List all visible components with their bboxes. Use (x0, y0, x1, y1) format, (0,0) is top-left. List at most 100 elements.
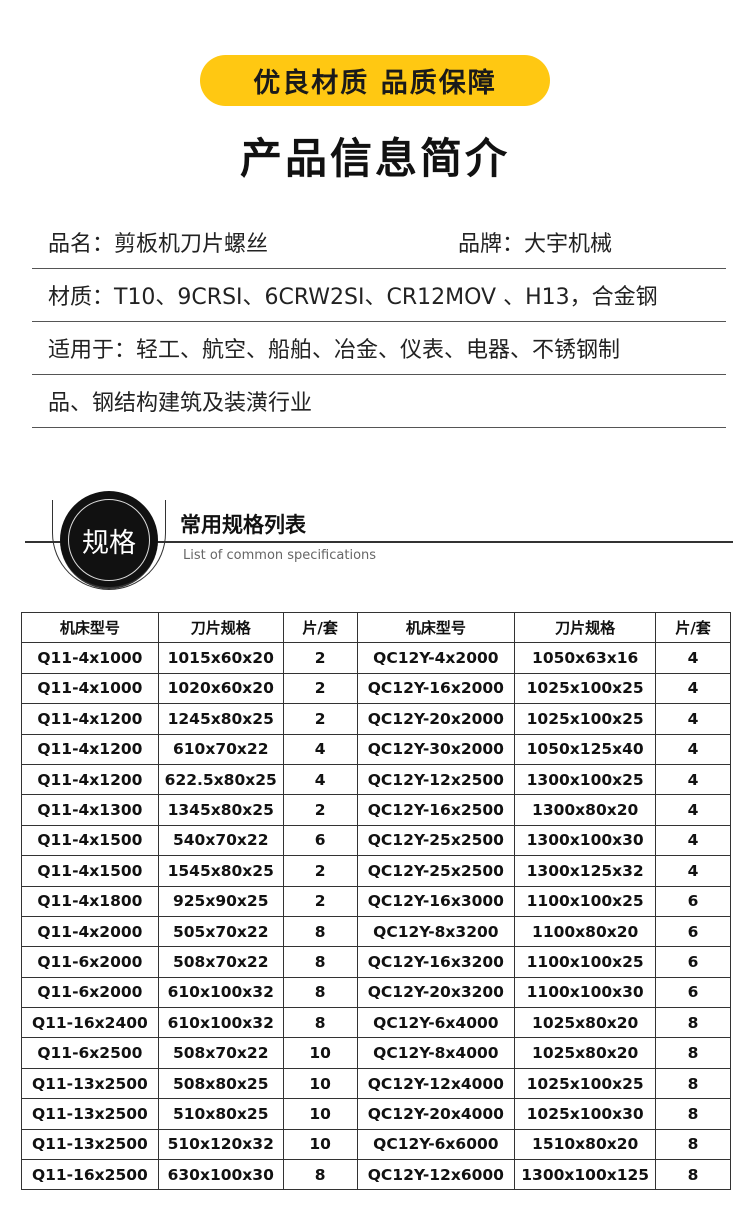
cell-pieces-per-set: 6 (655, 946, 731, 978)
cell-pieces-per-set: 10 (282, 1128, 358, 1161)
cell-machine-model: QC12Y-25x2500 (356, 855, 516, 887)
cell-pieces-per-set: 8 (282, 915, 358, 948)
table-row: Q11-13x2500 508x80x25 10 QC12Y-12x4000 1025x… (21, 1067, 731, 1100)
cell-machine-model: QC12Y-12x4000 (356, 1067, 516, 1100)
header-blade-spec: 刀片规格 (514, 611, 657, 644)
cell-blade-spec: 1545x80x25 (157, 855, 284, 887)
cell-pieces-per-set: 2 (282, 855, 358, 887)
table-row: Q11-4x1200 622.5x80x25 4 QC12Y-12x2500 1300x… (21, 763, 731, 796)
page-title: 产品信息简介 (239, 134, 510, 183)
cell-blade-spec: 622.5x80x25 (157, 763, 284, 796)
cell-machine-model: Q11-4x1200 (21, 703, 159, 735)
cell-blade-spec: 925x90x25 (157, 885, 284, 917)
banner-pill: 优良材质 品质保障 (200, 55, 550, 106)
cell-pieces-per-set: 6 (655, 885, 731, 917)
cell-pieces-per-set: 8 (655, 1067, 731, 1100)
cell-pieces-per-set: 2 (282, 794, 358, 826)
table-header-row: 机床型号 刀片规格 片/套 机床型号 刀片规格 片/套 (21, 611, 731, 644)
cell-pieces-per-set: 4 (655, 855, 731, 887)
cell-pieces-per-set: 8 (282, 1159, 358, 1191)
table-row: Q11-4x1000 1020x60x20 2 QC12Y-16x2000 1025x1… (21, 672, 731, 705)
product-usage-1: 适用于：轻工、航空、船舶、冶金、仪表、电器、不锈钢制 (48, 338, 621, 363)
cell-machine-model: QC12Y-16x2000 (356, 672, 516, 705)
header-machine-model: 机床型号 (21, 611, 159, 644)
cell-pieces-per-set: 4 (655, 672, 731, 705)
table-row: Q11-16x2400 610x100x32 8 QC12Y-6x4000 1025x8… (21, 1007, 731, 1039)
cell-pieces-per-set: 8 (655, 1098, 731, 1130)
cell-blade-spec: 1300x100x125 (514, 1159, 657, 1191)
cell-blade-spec: 610x100x32 (157, 976, 284, 1009)
cell-machine-model: Q11-13x2500 (21, 1098, 159, 1130)
table-row: Q11-6x2500 508x70x22 10 QC12Y-8x4000 1025x80… (21, 1037, 731, 1069)
cell-pieces-per-set: 8 (655, 1007, 731, 1039)
cell-pieces-per-set: 8 (282, 976, 358, 1009)
cell-blade-spec: 1345x80x25 (157, 794, 284, 826)
cell-blade-spec: 1510x80x20 (514, 1128, 657, 1161)
cell-blade-spec: 508x70x22 (157, 1037, 284, 1069)
cell-machine-model: Q11-13x2500 (21, 1067, 159, 1100)
cell-machine-model: QC12Y-20x3200 (356, 976, 516, 1009)
cell-pieces-per-set: 6 (655, 976, 731, 1009)
info-row-material: 材质：T10、9CRSI、6CRW2SI、CR12MOV 、H13，合金钢 (32, 269, 726, 322)
cell-machine-model: QC12Y-25x2500 (356, 824, 516, 857)
section-badge-text: 规格 (68, 499, 150, 581)
cell-machine-model: Q11-16x2400 (21, 1007, 159, 1039)
cell-blade-spec: 1025x80x20 (514, 1007, 657, 1039)
product-usage-2: 品、钢结构建筑及装潢行业 (48, 391, 313, 416)
product-brand: 品牌：大宇机械 (458, 232, 613, 257)
cell-machine-model: Q11-4x1300 (21, 794, 159, 826)
cell-blade-spec: 540x70x22 (157, 824, 284, 857)
cell-pieces-per-set: 8 (655, 1128, 731, 1161)
header-machine-model: 机床型号 (356, 611, 516, 644)
cell-pieces-per-set: 4 (655, 642, 731, 674)
cell-machine-model: QC12Y-4x2000 (356, 642, 516, 674)
cell-blade-spec: 1100x100x25 (514, 946, 657, 978)
cell-blade-spec: 510x120x32 (157, 1128, 284, 1161)
table-row: Q11-4x1300 1345x80x25 2 QC12Y-16x2500 1300x8… (21, 794, 731, 826)
cell-machine-model: Q11-4x1500 (21, 855, 159, 887)
product-name: 品名：剪板机刀片螺丝 (48, 232, 269, 257)
cell-blade-spec: 1050x63x16 (514, 642, 657, 674)
cell-machine-model: Q11-16x2500 (21, 1159, 159, 1191)
cell-machine-model: Q11-4x2000 (21, 915, 159, 948)
cell-machine-model: QC12Y-20x4000 (356, 1098, 516, 1130)
cell-machine-model: QC12Y-6x6000 (356, 1128, 516, 1161)
cell-pieces-per-set: 8 (282, 946, 358, 978)
cell-blade-spec: 1100x80x20 (514, 915, 657, 948)
cell-machine-model: QC12Y-12x2500 (356, 763, 516, 796)
info-row-name-brand: 品名：剪板机刀片螺丝 品牌：大宇机械 (32, 216, 726, 269)
cell-blade-spec: 1300x100x30 (514, 824, 657, 857)
cell-machine-model: QC12Y-20x2000 (356, 703, 516, 735)
table-row: Q11-6x2000 508x70x22 8 QC12Y-16x3200 1100x10… (21, 946, 731, 978)
cell-blade-spec: 1050x125x40 (514, 733, 657, 765)
table-row: Q11-4x1500 1545x80x25 2 QC12Y-25x2500 1300x1… (21, 855, 731, 887)
cell-machine-model: Q11-6x2000 (21, 976, 159, 1009)
cell-blade-spec: 1100x100x25 (514, 885, 657, 917)
cell-pieces-per-set: 4 (655, 763, 731, 796)
cell-blade-spec: 1245x80x25 (157, 703, 284, 735)
table-row: Q11-4x1200 1245x80x25 2 QC12Y-20x2000 1025x1… (21, 703, 731, 735)
cell-pieces-per-set: 2 (282, 885, 358, 917)
cell-machine-model: QC12Y-8x4000 (356, 1037, 516, 1069)
section-badge: 规格 (60, 491, 158, 589)
cell-blade-spec: 1300x125x32 (514, 855, 657, 887)
cell-blade-spec: 1300x80x20 (514, 794, 657, 826)
cell-pieces-per-set: 4 (655, 733, 731, 765)
cell-pieces-per-set: 4 (282, 733, 358, 765)
cell-blade-spec: 1025x80x20 (514, 1037, 657, 1069)
cell-blade-spec: 610x70x22 (157, 733, 284, 765)
cell-blade-spec: 1020x60x20 (157, 672, 284, 705)
cell-machine-model: QC12Y-16x3200 (356, 946, 516, 978)
cell-blade-spec: 510x80x25 (157, 1098, 284, 1130)
cell-blade-spec: 1100x100x30 (514, 976, 657, 1009)
cell-blade-spec: 508x80x25 (157, 1067, 284, 1100)
cell-pieces-per-set: 6 (655, 915, 731, 948)
table-row: Q11-4x1000 1015x60x20 2 QC12Y-4x2000 1050x63… (21, 642, 731, 674)
header-pieces-per-set: 片/套 (282, 611, 358, 644)
cell-machine-model: QC12Y-30x2000 (356, 733, 516, 765)
cell-machine-model: Q11-4x1500 (21, 824, 159, 857)
cell-machine-model: Q11-4x1000 (21, 672, 159, 705)
cell-machine-model: Q11-4x1200 (21, 763, 159, 796)
table-row: Q11-6x2000 610x100x32 8 QC12Y-20x3200 1100x1… (21, 976, 731, 1009)
cell-machine-model: QC12Y-6x4000 (356, 1007, 516, 1039)
